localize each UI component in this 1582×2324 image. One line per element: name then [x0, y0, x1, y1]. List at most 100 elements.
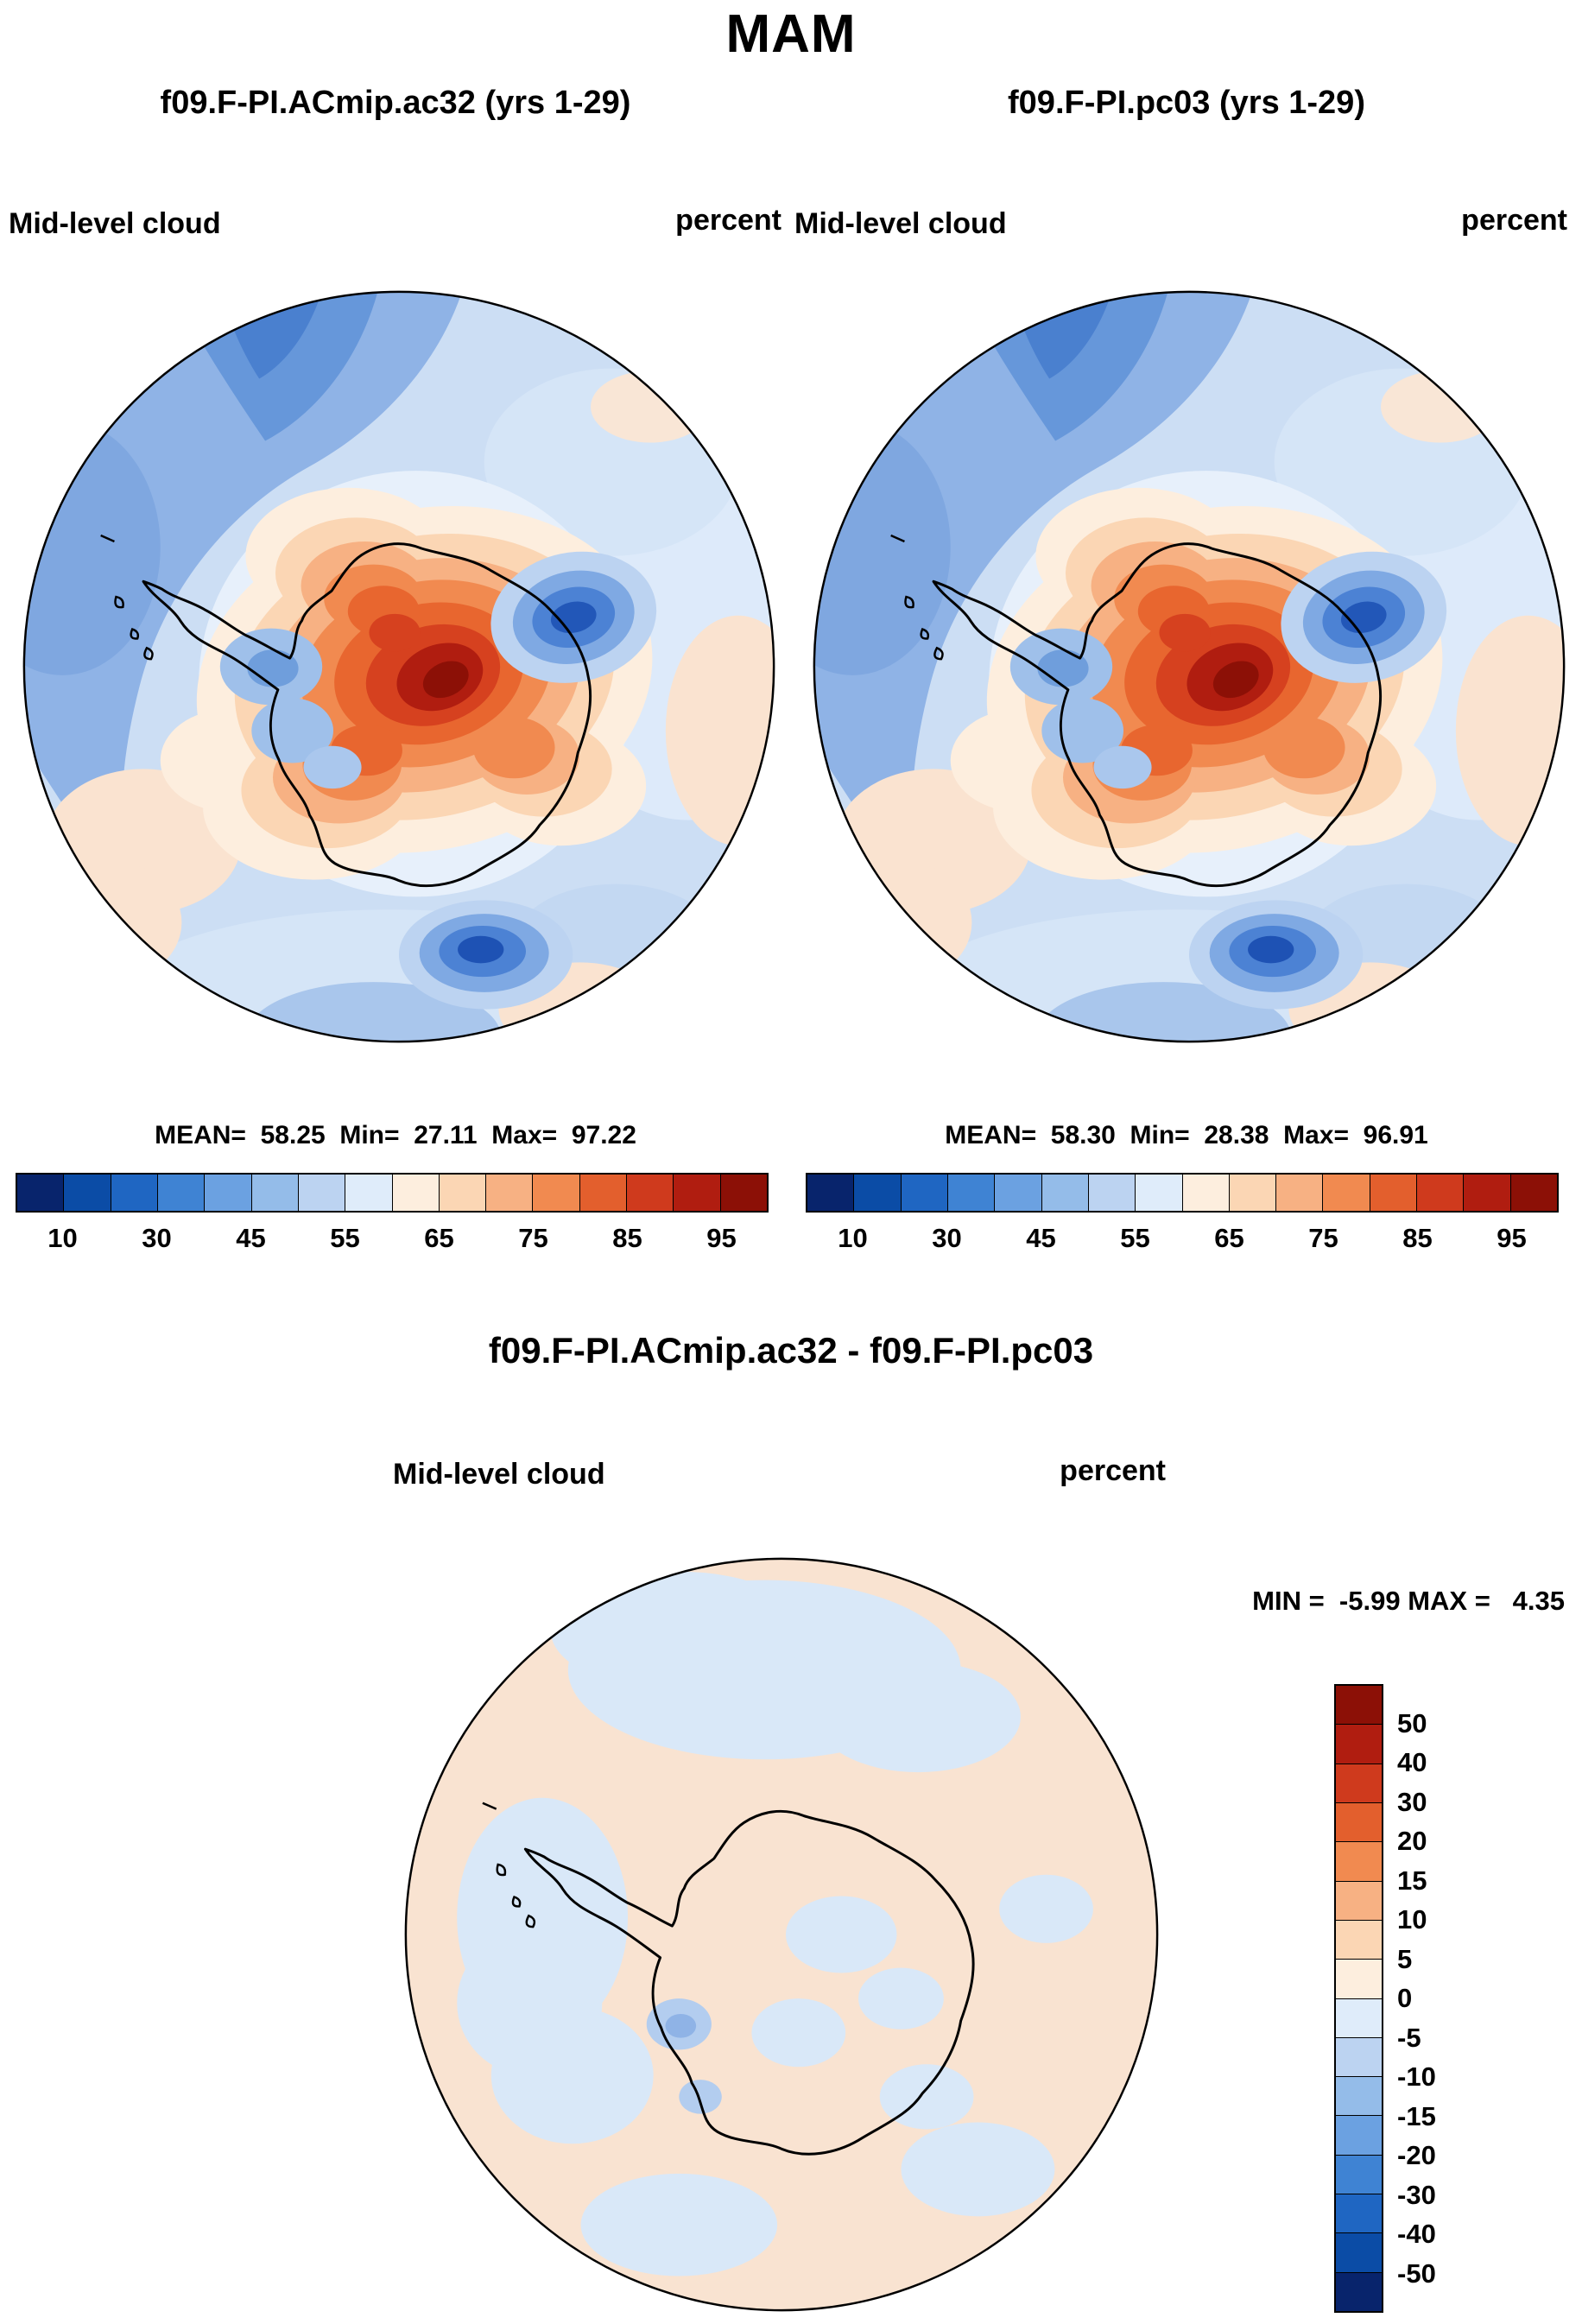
difference-title: f09.F-PI.ACmip.ac32 - f09.F-PI.pc03 — [488, 1330, 1094, 1371]
colorbar-segment — [439, 1175, 487, 1211]
diff-colorbar-tick-label: 0 — [1397, 1983, 1413, 2013]
colorbar-tick-label: 85 — [1402, 1223, 1433, 1253]
colorbar-tick-label: 55 — [1120, 1223, 1150, 1253]
colorbar-segment — [486, 1175, 534, 1211]
colorbar-segment — [157, 1175, 206, 1211]
colorbar-segment — [854, 1175, 902, 1211]
diff-colorbar-segment — [1336, 2037, 1382, 2078]
diff-colorbar-segment — [1336, 2194, 1382, 2234]
diff-colorbar-ticks: 50 40 30 20 15 10 5 0 -5 -10 -15 -20 -30 -40 -50 — [1394, 1684, 1515, 2313]
figure-title: MAM — [725, 4, 857, 64]
diff-colorbar-segment — [1336, 1764, 1382, 1803]
diff-colorbar-tick-label: 30 — [1397, 1786, 1427, 1817]
diff-colorbar-tick-label: -5 — [1397, 2022, 1421, 2053]
diff-colorbar-segment — [1336, 2116, 1382, 2156]
map-difference — [397, 1550, 1166, 2319]
diff-colorbar-segment — [1336, 1725, 1382, 1764]
colorbar-segment — [1136, 1175, 1183, 1211]
diff-colorbar-segment — [1336, 2155, 1382, 2195]
difference-minmax: MIN = -5.99 MAX = 4.35 — [1252, 1586, 1565, 1616]
diff-colorbar-tick-label: 20 — [1397, 1826, 1427, 1856]
colorbar-segment — [901, 1175, 948, 1211]
colorbar-tick-label: 30 — [932, 1223, 962, 1253]
colorbar-tick-label: 65 — [424, 1223, 454, 1253]
diff-colorbar-tick-label: 50 — [1397, 1707, 1427, 1738]
colorbar-segment — [807, 1175, 855, 1211]
colorbar-segment — [1229, 1175, 1277, 1211]
panel-right-units-label: percent — [1461, 204, 1567, 237]
panel-left-variable-label: Mid-level cloud — [9, 207, 221, 240]
diff-colorbar-tick-label: -10 — [1397, 2061, 1436, 2092]
colorbar-tick-label: 55 — [330, 1223, 360, 1253]
colorbar-left-ticks: 10 30 45 55 65 75 85 95 — [16, 1223, 769, 1259]
diff-colorbar-segment — [1336, 1802, 1382, 1843]
diff-colorbar-segment — [1336, 1960, 1382, 1999]
colorbar-segment — [1182, 1175, 1230, 1211]
diff-colorbar-tick-label: -30 — [1397, 2179, 1436, 2210]
colorbar-segment — [1370, 1175, 1418, 1211]
colorbar-right-ticks: 10 30 45 55 65 75 85 95 — [806, 1223, 1559, 1259]
colorbar-segment — [1276, 1175, 1324, 1211]
colorbar-segment — [298, 1175, 346, 1211]
colorbar-segment — [345, 1175, 393, 1211]
colorbar-segment — [1088, 1175, 1136, 1211]
colorbar-segment — [1464, 1175, 1511, 1211]
diff-colorbar-tick-label: -50 — [1397, 2258, 1436, 2289]
colorbar-segment — [533, 1175, 580, 1211]
map-left — [16, 283, 782, 1050]
colorbar-right — [806, 1173, 1559, 1213]
map-right — [806, 283, 1573, 1050]
colorbar-tick-label: 65 — [1214, 1223, 1244, 1253]
diff-colorbar-tick-label: -20 — [1397, 2140, 1436, 2170]
colorbar-tick-label: 75 — [1308, 1223, 1338, 1253]
colorbar-segment — [1041, 1175, 1089, 1211]
map-right-svg — [813, 290, 1566, 1043]
diff-colorbar-segment — [1336, 1920, 1382, 1960]
colorbar-segment — [947, 1175, 996, 1211]
colorbar-tick-label: 95 — [1497, 1223, 1527, 1253]
colorbar-segment — [995, 1175, 1042, 1211]
colorbar-tick-label: 85 — [612, 1223, 642, 1253]
map-difference-svg — [404, 1557, 1159, 2312]
diff-colorbar-tick-label: 15 — [1397, 1865, 1427, 1896]
difference-variable-label: Mid-level cloud — [393, 1458, 605, 1491]
colorbar-tick-label: 30 — [142, 1223, 172, 1253]
colorbar-segment — [1510, 1175, 1557, 1211]
diff-colorbar-tick-label: -15 — [1397, 2100, 1436, 2131]
difference-units-label: percent — [1060, 1454, 1166, 1487]
colorbar-segment — [111, 1175, 158, 1211]
colorbar-tick-label: 75 — [518, 1223, 548, 1253]
colorbar-segment — [392, 1175, 440, 1211]
colorbar-tick-label: 45 — [236, 1223, 266, 1253]
diff-colorbar-tick-label: 5 — [1397, 1943, 1413, 1974]
colorbar-left — [16, 1173, 769, 1213]
diff-colorbar-tick-label: 40 — [1397, 1747, 1427, 1777]
map-left-svg — [22, 290, 775, 1043]
colorbar-tick-label: 95 — [706, 1223, 737, 1253]
colorbar-tick-label: 10 — [47, 1223, 78, 1253]
colorbar-segment — [1417, 1175, 1465, 1211]
diff-colorbar-segment — [1336, 1686, 1382, 1726]
colorbar-segment — [1323, 1175, 1370, 1211]
diff-colorbar-segment — [1336, 1881, 1382, 1921]
colorbar-tick-label: 10 — [838, 1223, 868, 1253]
diff-colorbar-segment — [1336, 2272, 1382, 2311]
diff-colorbar-tick-label: 10 — [1397, 1904, 1427, 1935]
panel-right-header: f09.F-PI.pc03 (yrs 1-29) — [1008, 85, 1365, 121]
diff-colorbar-segment — [1336, 2077, 1382, 2117]
diff-colorbar-segment — [1336, 2233, 1382, 2273]
diff-colorbar — [1334, 1684, 1383, 2313]
panel-left-header: f09.F-PI.ACmip.ac32 (yrs 1-29) — [160, 85, 631, 121]
colorbar-segment — [579, 1175, 628, 1211]
panel-right-variable-label: Mid-level cloud — [794, 207, 1007, 240]
panel-left-units-label: percent — [675, 204, 782, 237]
colorbar-segment — [627, 1175, 674, 1211]
diff-colorbar-segment — [1336, 1842, 1382, 1882]
colorbar-segment — [251, 1175, 299, 1211]
colorbar-tick-label: 45 — [1026, 1223, 1056, 1253]
colorbar-segment — [64, 1175, 111, 1211]
diff-colorbar-tick-label: -40 — [1397, 2219, 1436, 2249]
colorbar-segment — [720, 1175, 767, 1211]
colorbar-segment — [205, 1175, 252, 1211]
